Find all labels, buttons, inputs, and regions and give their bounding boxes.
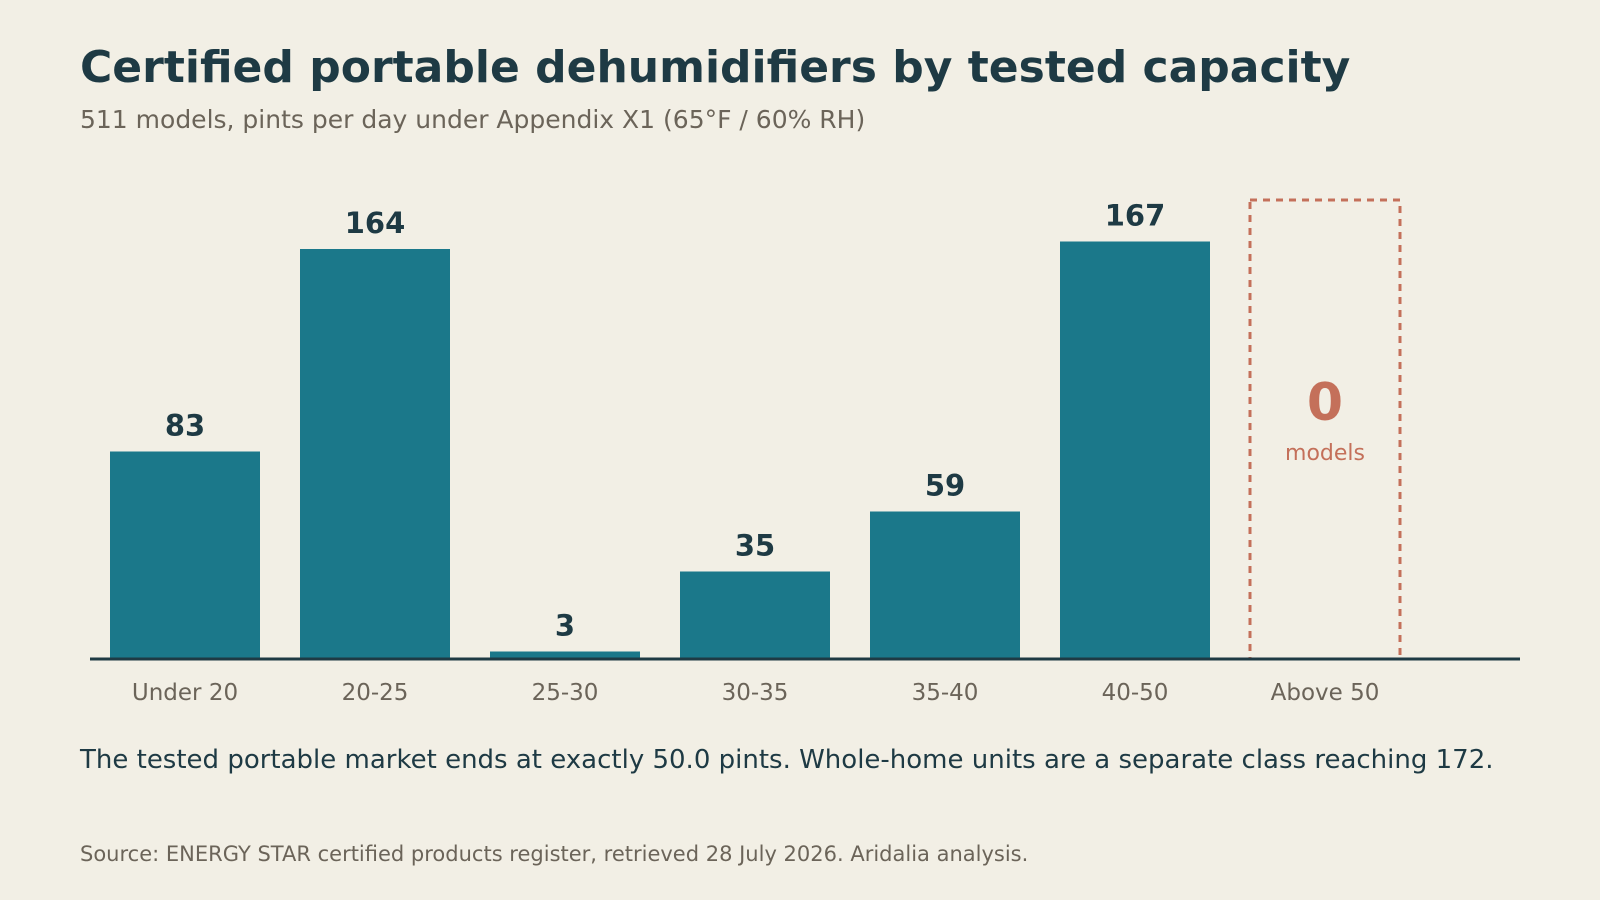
x-tick-label: 25-30 [532,680,599,706]
empty-bar-unit: models [1285,441,1365,466]
bar-value-label: 83 [165,409,205,443]
x-tick-label: 30-35 [722,680,789,706]
x-tick-label: 35-40 [912,680,979,706]
x-tick-label: Above 50 [1271,680,1380,706]
bar-value-label: 164 [345,206,406,240]
bar [110,451,260,659]
empty-bar-value: 0 [1307,373,1343,433]
empty-bar-outline [1248,198,1402,661]
x-tick-label: Under 20 [132,680,238,706]
bar-value-label: 59 [925,469,965,503]
bar [490,651,640,659]
chart-note: The tested portable market ends at exact… [80,745,1494,775]
bar-value-label: 167 [1105,199,1166,233]
x-tick-label: 40-50 [1102,680,1169,706]
bar [300,249,450,659]
bar [1060,241,1210,659]
bar [680,571,830,659]
bar [870,511,1020,659]
x-tick-label: 20-25 [342,680,409,706]
chart-subtitle: 511 models, pints per day under Appendix… [80,105,866,134]
source-note: Source: ENERGY STAR certified products r… [80,842,1029,866]
bar-value-label: 35 [735,529,775,563]
bar-value-label: 3 [555,609,575,643]
chart-title: Certified portable dehumidifiers by test… [80,42,1351,93]
